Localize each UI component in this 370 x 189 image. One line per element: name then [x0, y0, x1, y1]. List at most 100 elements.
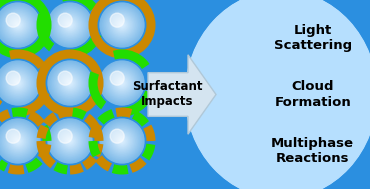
- Circle shape: [17, 24, 19, 26]
- Circle shape: [12, 135, 24, 147]
- Circle shape: [51, 64, 90, 102]
- Ellipse shape: [196, 0, 367, 189]
- Circle shape: [58, 129, 82, 153]
- Circle shape: [51, 5, 90, 44]
- Ellipse shape: [206, 0, 356, 189]
- Circle shape: [48, 3, 92, 47]
- Circle shape: [59, 14, 81, 36]
- Circle shape: [1, 67, 34, 99]
- Circle shape: [63, 75, 78, 91]
- Circle shape: [112, 15, 131, 34]
- Circle shape: [53, 123, 88, 159]
- Circle shape: [57, 12, 83, 38]
- Circle shape: [63, 134, 77, 148]
- Ellipse shape: [198, 0, 364, 189]
- Circle shape: [4, 127, 32, 155]
- Circle shape: [104, 65, 139, 101]
- Ellipse shape: [206, 0, 357, 189]
- Circle shape: [69, 82, 71, 84]
- Circle shape: [111, 14, 133, 36]
- Circle shape: [6, 70, 31, 96]
- Circle shape: [107, 68, 137, 98]
- Ellipse shape: [189, 0, 370, 189]
- Circle shape: [14, 21, 23, 29]
- Ellipse shape: [211, 0, 352, 189]
- Circle shape: [56, 11, 84, 39]
- Circle shape: [56, 127, 84, 156]
- Circle shape: [106, 9, 138, 41]
- Circle shape: [13, 136, 23, 146]
- Circle shape: [16, 139, 20, 143]
- Circle shape: [0, 120, 39, 162]
- Circle shape: [121, 140, 122, 142]
- Text: Multiphase
Reactions: Multiphase Reactions: [271, 137, 354, 165]
- Ellipse shape: [190, 0, 370, 189]
- Circle shape: [114, 75, 130, 91]
- Ellipse shape: [203, 0, 359, 189]
- Circle shape: [52, 65, 88, 101]
- Circle shape: [53, 7, 88, 43]
- Circle shape: [67, 81, 73, 85]
- Circle shape: [64, 135, 75, 147]
- Circle shape: [11, 134, 25, 148]
- Circle shape: [109, 12, 135, 38]
- Circle shape: [61, 15, 80, 34]
- Circle shape: [51, 122, 90, 160]
- Circle shape: [0, 122, 37, 160]
- Ellipse shape: [195, 0, 368, 189]
- Ellipse shape: [208, 0, 354, 189]
- Circle shape: [15, 22, 21, 28]
- Circle shape: [10, 133, 26, 149]
- Circle shape: [51, 64, 89, 102]
- Circle shape: [14, 137, 22, 145]
- Circle shape: [102, 64, 141, 102]
- Circle shape: [15, 80, 21, 86]
- Circle shape: [0, 123, 36, 159]
- Circle shape: [60, 131, 80, 151]
- Ellipse shape: [213, 1, 350, 188]
- Circle shape: [58, 71, 82, 95]
- Circle shape: [53, 124, 87, 158]
- Circle shape: [17, 82, 18, 84]
- Circle shape: [8, 15, 28, 35]
- Circle shape: [52, 7, 88, 43]
- Circle shape: [0, 62, 39, 104]
- Circle shape: [16, 23, 20, 27]
- Circle shape: [3, 10, 33, 40]
- Circle shape: [2, 125, 34, 157]
- Circle shape: [106, 67, 138, 99]
- Circle shape: [101, 4, 143, 46]
- Circle shape: [0, 123, 36, 159]
- Circle shape: [9, 15, 27, 34]
- Ellipse shape: [204, 0, 358, 189]
- Circle shape: [114, 133, 130, 149]
- Ellipse shape: [201, 0, 361, 189]
- Circle shape: [0, 63, 38, 103]
- Circle shape: [69, 24, 71, 26]
- Ellipse shape: [209, 0, 354, 189]
- Circle shape: [0, 7, 36, 43]
- Circle shape: [7, 72, 29, 94]
- Circle shape: [6, 13, 30, 37]
- Circle shape: [61, 132, 79, 150]
- Ellipse shape: [185, 0, 370, 189]
- Circle shape: [67, 22, 73, 28]
- Circle shape: [104, 65, 140, 101]
- Circle shape: [52, 123, 88, 159]
- Circle shape: [110, 129, 134, 153]
- Circle shape: [49, 62, 91, 104]
- Circle shape: [110, 13, 134, 37]
- Circle shape: [69, 140, 71, 142]
- Ellipse shape: [190, 0, 370, 189]
- Ellipse shape: [199, 0, 363, 189]
- Circle shape: [48, 120, 91, 162]
- Ellipse shape: [214, 1, 349, 188]
- Circle shape: [13, 78, 23, 88]
- Ellipse shape: [194, 0, 368, 189]
- Circle shape: [0, 5, 37, 44]
- Circle shape: [6, 12, 31, 38]
- Circle shape: [106, 9, 138, 41]
- Circle shape: [109, 70, 135, 96]
- Circle shape: [53, 66, 87, 100]
- Ellipse shape: [213, 1, 349, 188]
